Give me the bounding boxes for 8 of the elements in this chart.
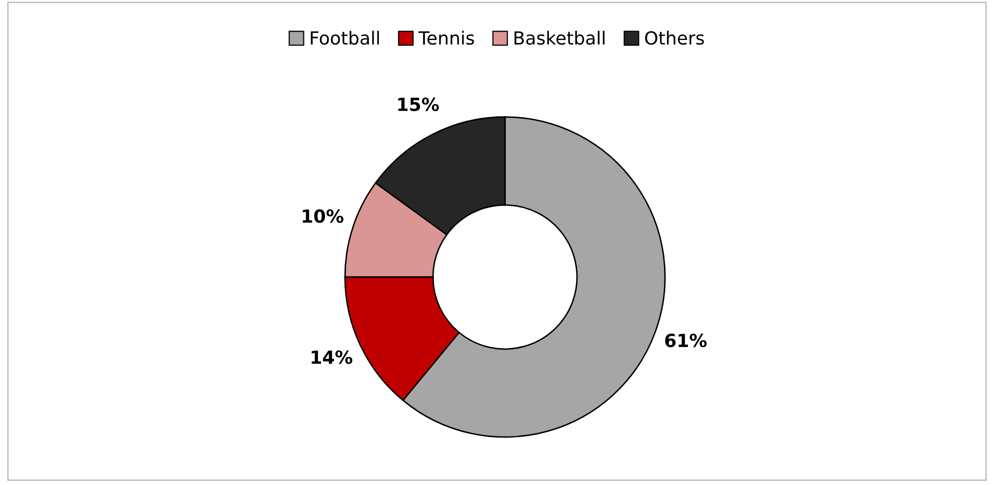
legend-label: Tennis <box>418 30 474 45</box>
data-label: 10% <box>302 209 344 223</box>
legend-label: Others <box>645 30 704 45</box>
legend-label: Basketball <box>514 30 604 45</box>
legend-label: Football <box>310 30 379 45</box>
data-label: 61% <box>665 334 707 348</box>
data-label: 15% <box>398 98 439 112</box>
data-label: 14% <box>312 350 352 364</box>
